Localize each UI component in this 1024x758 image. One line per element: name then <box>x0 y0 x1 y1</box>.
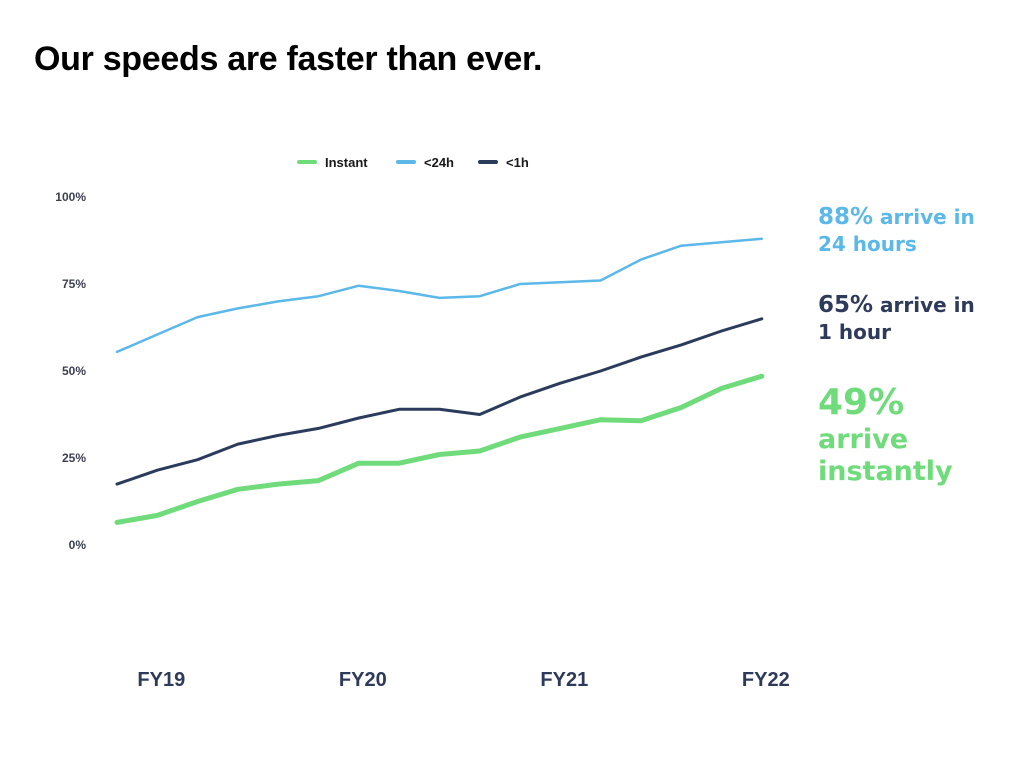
legend-label: <1h <box>506 155 529 170</box>
series-line-instant <box>114 373 765 525</box>
callout-24h-pct: 88% <box>818 204 874 230</box>
series-line-24h <box>115 237 764 354</box>
callout-instant-line1: arrive <box>818 424 909 456</box>
callout-instant-pct: 49% <box>818 382 905 423</box>
callout-1h: 65% arrive in 1 hour <box>818 291 975 346</box>
y-tick-label: 0% <box>69 538 87 552</box>
y-tick-label: 100% <box>55 190 86 204</box>
callout-instant: 49% arrive instantly <box>818 382 953 488</box>
y-tick-label: 25% <box>62 451 86 465</box>
series-line-1h <box>115 317 764 486</box>
x-tick-label: FY19 <box>137 669 185 691</box>
page-title: Our speeds are faster than ever. <box>34 40 543 78</box>
callout-1h-pct: 65% <box>818 292 874 318</box>
x-tick-label: FY22 <box>742 669 790 691</box>
callout-24h-line2: 24 hours <box>818 232 917 257</box>
legend-label: <24h <box>424 155 454 170</box>
y-tick-label: 75% <box>62 277 86 291</box>
legend-label: Instant <box>325 155 368 170</box>
callout-1h-line1: arrive in <box>873 293 975 317</box>
callout-24h: 88% arrive in 24 hours <box>818 203 975 258</box>
x-tick-label: FY21 <box>540 669 588 691</box>
callout-1h-line2: 1 hour <box>818 320 891 345</box>
callout-24h-line1: arrive in <box>873 205 975 229</box>
callout-instant-line2: instantly <box>818 456 953 488</box>
x-tick-label: FY20 <box>339 669 387 691</box>
y-tick-label: 50% <box>62 364 86 378</box>
